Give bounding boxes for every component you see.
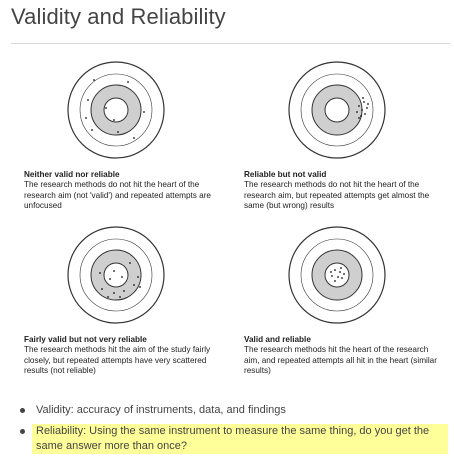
hit-mark xyxy=(330,271,332,273)
caption-title: Reliable but not valid xyxy=(244,170,327,179)
target-reliable-not-valid xyxy=(287,60,387,160)
hit-mark xyxy=(127,81,129,83)
hit-mark xyxy=(121,276,123,278)
hit-mark xyxy=(85,117,87,119)
caption-text: The research methods hit the heart of th… xyxy=(244,345,437,375)
hit-mark xyxy=(331,275,333,277)
hit-mark xyxy=(356,111,358,113)
hit-mark xyxy=(337,276,339,278)
hit-mark xyxy=(143,111,145,113)
bullet-dot-icon xyxy=(20,429,25,434)
hit-mark xyxy=(339,271,341,273)
caption-text: The research methods do not hit the hear… xyxy=(24,180,211,210)
target-fairly-valid-not-reliable xyxy=(66,225,166,325)
bullet-reliability: Reliability: Using the same instrument t… xyxy=(20,424,448,454)
caption-title: Neither valid nor reliable xyxy=(24,170,120,179)
hit-mark xyxy=(101,288,103,290)
hit-mark xyxy=(119,296,121,298)
hit-mark xyxy=(133,137,135,139)
hit-mark xyxy=(360,115,362,117)
hit-mark xyxy=(139,286,141,288)
hit-mark xyxy=(113,119,115,121)
hit-mark xyxy=(334,269,336,271)
hit-mark xyxy=(343,273,345,275)
hit-mark xyxy=(366,107,368,109)
hit-mark xyxy=(340,267,342,269)
hit-mark xyxy=(334,280,336,282)
target-diagram xyxy=(288,61,386,159)
bullet-dot-icon xyxy=(20,408,25,413)
bullet-text: Validity: accuracy of instruments, data,… xyxy=(36,404,286,416)
target-diagram xyxy=(288,226,386,324)
target-diagram xyxy=(67,61,165,159)
hit-mark xyxy=(105,107,107,109)
hit-mark xyxy=(367,103,369,105)
hit-mark xyxy=(358,117,360,119)
hit-mark xyxy=(109,278,111,280)
hit-mark xyxy=(363,101,365,103)
bullet-text: Reliability: Using the same instrument t… xyxy=(36,425,430,452)
hit-mark xyxy=(91,129,93,131)
title-divider xyxy=(11,43,450,44)
hit-mark xyxy=(361,109,363,111)
hit-mark xyxy=(137,276,139,278)
caption-fairly-valid-not-reliable: Fairly valid but not very reliable The r… xyxy=(24,335,224,376)
caption-title: Valid and reliable xyxy=(244,335,311,344)
hit-mark xyxy=(113,270,115,272)
hit-mark xyxy=(107,296,109,298)
caption-valid-and-reliable: Valid and reliable The research methods … xyxy=(244,335,444,376)
hit-mark xyxy=(358,105,360,107)
caption-text: The research methods do not hit the hear… xyxy=(244,180,430,210)
caption-title: Fairly valid but not very reliable xyxy=(24,335,147,344)
caption-text: The research methods hit the aim of the … xyxy=(24,345,211,375)
hit-mark xyxy=(87,99,89,101)
hit-mark xyxy=(123,290,125,292)
caption-neither-valid-nor-reliable: Neither valid nor reliable The research … xyxy=(24,170,224,211)
target-neither-valid-nor-reliable xyxy=(66,60,166,160)
caption-reliable-not-valid: Reliable but not valid The research meth… xyxy=(244,170,444,211)
hit-mark xyxy=(362,97,364,99)
page-title: Validity and Reliability xyxy=(11,4,226,29)
hit-mark xyxy=(113,292,115,294)
bullet-list: Validity: accuracy of instruments, data,… xyxy=(16,403,448,460)
hit-mark xyxy=(341,277,343,279)
hit-mark xyxy=(129,262,131,264)
hit-mark xyxy=(99,272,101,274)
hit-mark xyxy=(133,284,135,286)
target-diagram xyxy=(67,226,165,324)
bullet-validity: Validity: accuracy of instruments, data,… xyxy=(16,403,448,418)
hit-mark xyxy=(117,131,119,133)
target-valid-and-reliable xyxy=(287,225,387,325)
hit-mark xyxy=(364,113,366,115)
hit-mark xyxy=(93,79,95,81)
